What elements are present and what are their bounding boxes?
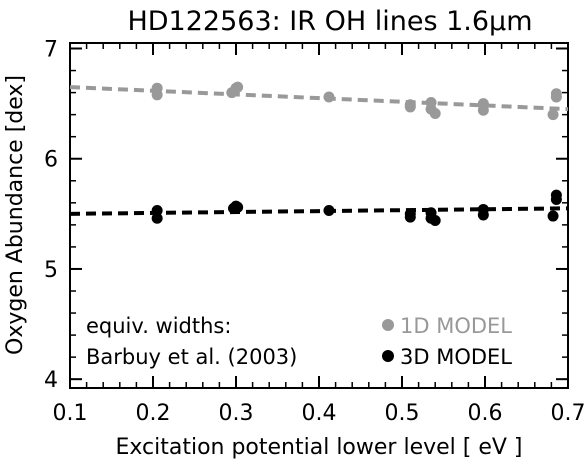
axis-ticks [69, 43, 569, 388]
legend: 1D MODEL 3D MODEL [382, 314, 512, 369]
x-tick-label: 0.1 [53, 401, 88, 426]
data-point-3d [151, 205, 163, 217]
y-tick-label: 4 [44, 368, 58, 393]
data-point-3d [151, 212, 163, 224]
data-point-1d [547, 109, 559, 121]
data-point-3d [550, 189, 562, 201]
data-point-3d [323, 205, 335, 217]
data-point-3d [477, 209, 489, 221]
chart-title: HD122563: IR OH lines 1.6μm [127, 6, 532, 37]
fit-lines [69, 85, 569, 216]
y-tick-label: 5 [44, 258, 58, 283]
data-point-1d [477, 104, 489, 116]
data-points [151, 81, 562, 226]
data-point-3d [404, 211, 416, 223]
y-tick-label: 7 [44, 38, 58, 63]
fit-line-3d [69, 206, 569, 216]
x-tick-label: 0.6 [468, 401, 503, 426]
data-point-1d [232, 81, 244, 93]
x-axis-label: Excitation potential lower level [ eV ] [115, 435, 522, 460]
legend-marker-1d [382, 319, 394, 331]
data-point-3d [232, 201, 244, 213]
data-point-1d [151, 89, 163, 101]
data-point-1d [429, 108, 441, 120]
annotation-line1: equiv. widths: [86, 314, 231, 338]
data-point-1d [323, 91, 335, 103]
x-tick-label: 0.5 [385, 401, 420, 426]
fit-line-1d [69, 85, 569, 112]
y-tick-labels: 4 5 6 7 [44, 38, 58, 394]
data-point-1d [404, 101, 416, 113]
legend-label-3d: 3D MODEL [400, 345, 512, 369]
x-tick-labels: 0.1 0.2 0.3 0.4 0.5 0.6 0.7 [53, 401, 584, 426]
legend-label-1d: 1D MODEL [400, 314, 512, 338]
x-tick-label: 0.2 [136, 401, 171, 426]
y-axis-label: Oxygen Abundance [dex] [3, 75, 28, 355]
data-point-3d [429, 214, 441, 226]
annotation-line2: Barbuy et al. (2003) [86, 345, 297, 369]
x-tick-label: 0.7 [551, 401, 584, 426]
x-tick-label: 0.3 [219, 401, 254, 426]
data-point-3d [547, 210, 559, 222]
x-tick-label: 0.4 [302, 401, 337, 426]
legend-marker-3d [382, 350, 394, 362]
y-tick-label: 6 [44, 148, 58, 173]
data-point-1d [550, 88, 562, 100]
